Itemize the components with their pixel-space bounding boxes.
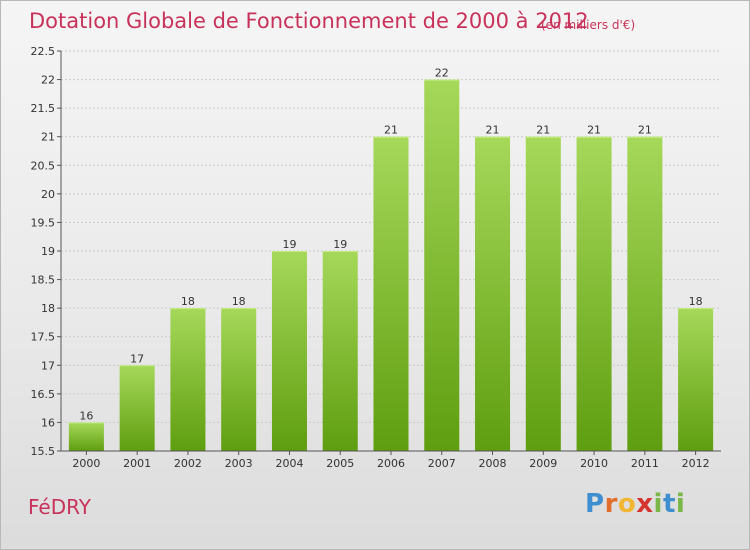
y-tick-label: 21 — [41, 131, 55, 144]
data-label: 19 — [333, 238, 347, 251]
data-label: 18 — [689, 295, 703, 308]
proxiti-logo: Proxiti — [585, 489, 686, 519]
y-tick-label: 18.5 — [31, 274, 56, 287]
bar — [576, 136, 612, 451]
x-tick-label: 2007 — [428, 457, 456, 470]
x-tick-label: 2002 — [174, 457, 202, 470]
y-tick-label: 21.5 — [31, 102, 56, 115]
y-tick-label: 20 — [41, 188, 55, 201]
y-tick-label: 19.5 — [31, 216, 56, 229]
x-tick-label: 2004 — [275, 457, 303, 470]
x-tick-label: 2006 — [377, 457, 405, 470]
data-label: 21 — [384, 124, 398, 137]
axes — [57, 50, 721, 455]
y-tick-label: 19 — [41, 245, 55, 258]
data-label: 18 — [232, 295, 246, 308]
chart-title: Dotation Globale de Fonctionnement de 20… — [29, 9, 589, 33]
bar — [119, 365, 155, 451]
x-tick-label: 2003 — [225, 457, 253, 470]
bar — [373, 136, 409, 451]
bar — [68, 422, 104, 451]
bar — [525, 136, 561, 451]
y-tick-label: 22 — [41, 74, 55, 87]
data-label: 22 — [435, 67, 449, 80]
y-tick-label: 20.5 — [31, 159, 56, 172]
x-tick-label: 2000 — [72, 457, 100, 470]
y-tick-label: 18 — [41, 302, 55, 315]
bar — [678, 308, 714, 451]
data-label: 21 — [587, 124, 601, 137]
x-tick-label: 2005 — [326, 457, 354, 470]
data-label: 18 — [181, 295, 195, 308]
x-tick-label: 2008 — [479, 457, 507, 470]
y-tick-label: 15.5 — [31, 445, 56, 458]
data-label: 21 — [638, 124, 652, 137]
x-tick-label: 2001 — [123, 457, 151, 470]
commune-name: FéDRY — [28, 495, 91, 519]
bars — [68, 79, 714, 452]
bar — [271, 251, 307, 451]
bar — [221, 308, 257, 451]
x-tick-label: 2011 — [631, 457, 659, 470]
x-tick-label: 2009 — [529, 457, 557, 470]
data-label: 17 — [130, 352, 144, 365]
y-tick-label: 16 — [41, 416, 55, 429]
bar — [322, 251, 358, 451]
x-tick-label: 2010 — [580, 457, 608, 470]
data-label: 16 — [79, 409, 93, 422]
x-tick-label: 2012 — [682, 457, 710, 470]
bar — [475, 136, 511, 451]
data-label: 21 — [486, 124, 500, 137]
bar — [170, 308, 206, 451]
y-tick-label: 16.5 — [31, 388, 56, 401]
data-label: 21 — [536, 124, 550, 137]
chart-subtitle: (en milliers d'€) — [541, 18, 636, 32]
labels: 15.5 16 16.5 17 17.5 18 18.5 19 19.5 20 20.5 21 21.5… — [31, 45, 710, 470]
bar — [424, 79, 460, 452]
y-tick-label: 17.5 — [31, 331, 56, 344]
y-tick-label: 17 — [41, 359, 55, 372]
data-label: 19 — [282, 238, 296, 251]
y-tick-label: 22.5 — [31, 45, 56, 58]
bar — [627, 136, 663, 451]
